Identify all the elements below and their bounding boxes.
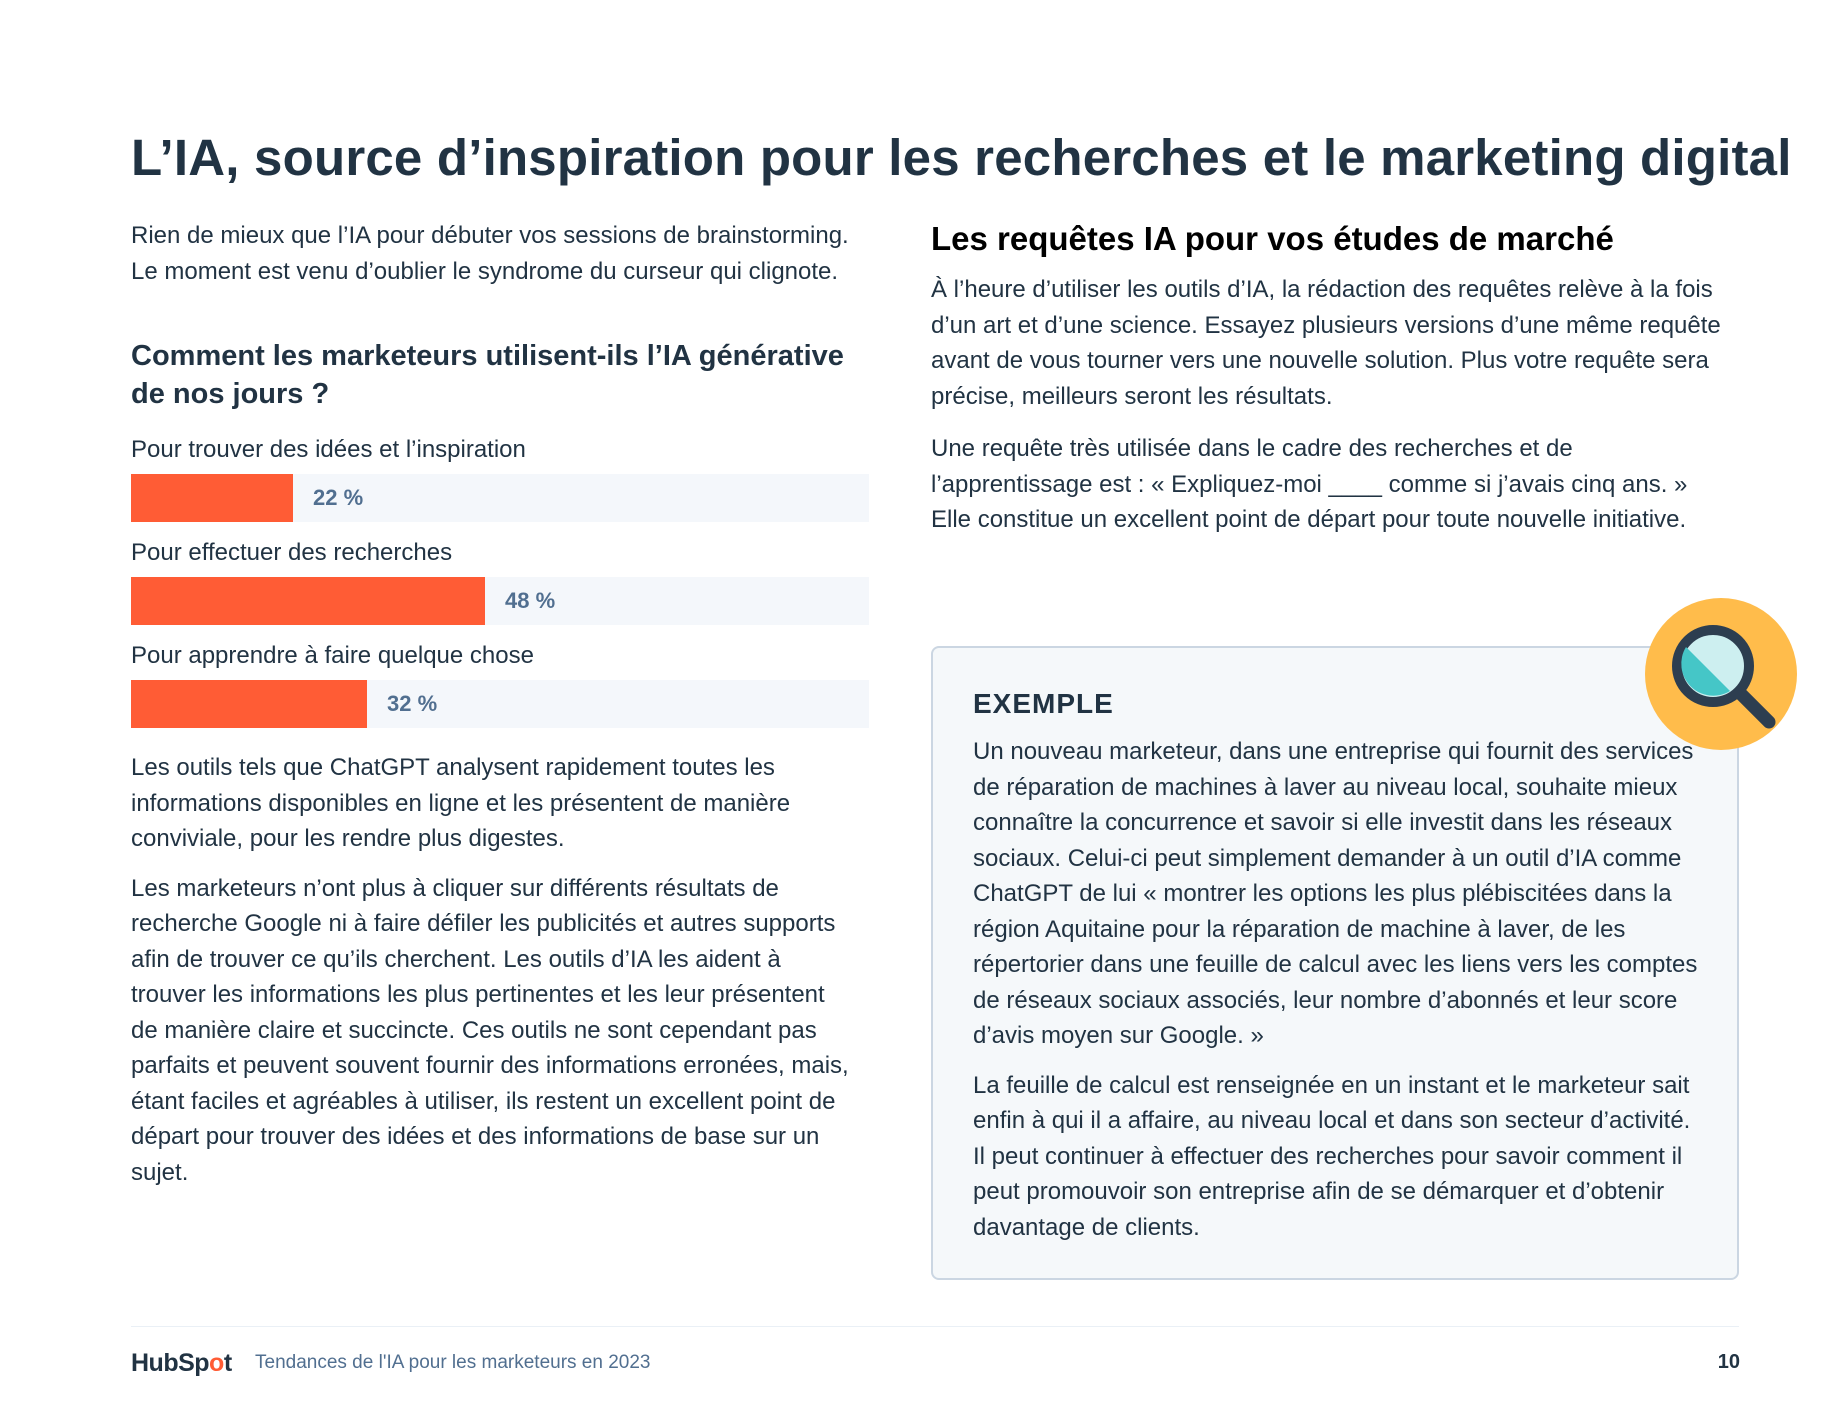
example-callout: EXEMPLE Un nouveau marketeur, dans une e… bbox=[931, 646, 1739, 1280]
bar-track: 22 % bbox=[131, 474, 869, 522]
footer-title: Tendances de l'IA pour les marketeurs en… bbox=[255, 1352, 651, 1373]
left-paragraph-2: Les marketeurs n’ont plus à cliquer sur … bbox=[131, 874, 849, 1186]
chart-title: Comment les marketeurs utilisent-ils l’I… bbox=[131, 340, 844, 410]
left-column: Rien de mieux que l’IA pour débuter vos … bbox=[131, 218, 869, 1190]
page-number: 10 bbox=[1717, 1351, 1740, 1373]
bar-value-label: 22 % bbox=[313, 485, 364, 510]
bar-fill bbox=[131, 474, 293, 522]
bar-label: Pour effectuer des recherches bbox=[131, 539, 453, 566]
logo-part-2: t bbox=[223, 1349, 232, 1377]
magnifier-handle bbox=[1730, 683, 1776, 729]
magnifier-icon bbox=[1645, 598, 1797, 750]
example-paragraph-1: Un nouveau marketeur, dans une entrepris… bbox=[973, 738, 1698, 1049]
bar-track: 32 % bbox=[131, 680, 869, 728]
bar-value-label: 32 % bbox=[387, 691, 438, 716]
example-label: EXEMPLE bbox=[973, 688, 1114, 719]
bar-label: Pour apprendre à faire quelque chose bbox=[131, 642, 534, 669]
hubspot-logo: HubSpot bbox=[131, 1349, 232, 1378]
footer-divider bbox=[131, 1326, 1739, 1327]
left-body: Les outils tels que ChatGPT analysent ra… bbox=[131, 750, 851, 1190]
bar-label: Pour trouver des idées et l’inspiration bbox=[131, 436, 526, 463]
intro-paragraph: Rien de mieux que l’IA pour débuter vos … bbox=[131, 222, 849, 285]
logo-part-1: HubSp bbox=[131, 1349, 210, 1377]
section-heading: Les requêtes IA pour vos études de march… bbox=[931, 220, 1614, 257]
bar-fill bbox=[131, 577, 485, 625]
bar-value-label: 48 % bbox=[505, 588, 556, 613]
example-paragraph-2: La feuille de calcul est renseignée en u… bbox=[973, 1071, 1691, 1241]
bar-track: 48 % bbox=[131, 577, 869, 625]
lens-shine bbox=[1681, 647, 1730, 696]
logo-sprocket: o bbox=[209, 1349, 224, 1377]
chart-bars: Pour trouver des idées et l’inspiration 2… bbox=[131, 435, 869, 728]
page-title: L’IA, source d’inspiration pour les rech… bbox=[131, 129, 1792, 186]
right-paragraph-2: Une requête très utilisée dans le cadre … bbox=[931, 435, 1688, 533]
bar-fill bbox=[131, 680, 367, 728]
right-column: Les requêtes IA pour vos études de march… bbox=[931, 218, 1731, 538]
right-paragraph-1: À l’heure d’utiliser les outils d’IA, la… bbox=[931, 276, 1721, 410]
left-paragraph-1: Les outils tels que ChatGPT analysent ra… bbox=[131, 754, 791, 852]
usage-chart: Comment les marketeurs utilisent-ils l’I… bbox=[131, 337, 869, 728]
